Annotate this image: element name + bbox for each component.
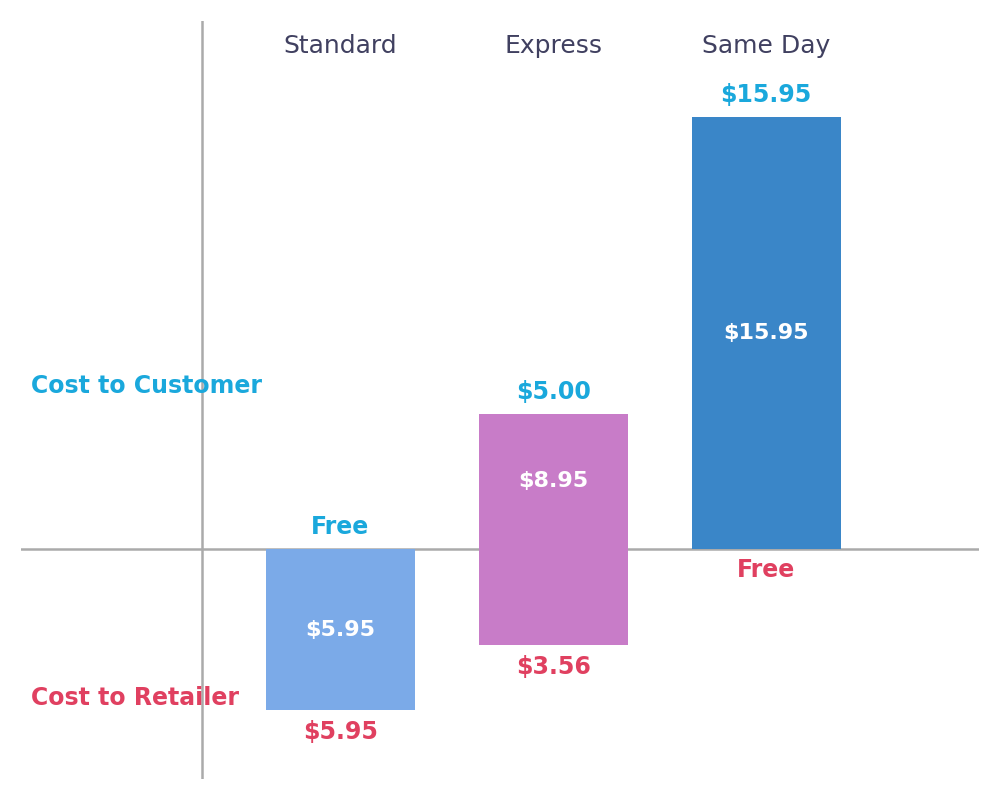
Text: $15.95: $15.95: [721, 83, 812, 107]
Bar: [692, 117, 841, 549]
Text: $15.95: $15.95: [723, 323, 809, 343]
Bar: [266, 549, 415, 710]
Text: Cost to Retailer: Cost to Retailer: [31, 686, 239, 710]
Text: $3.56: $3.56: [516, 655, 591, 679]
Text: $5.00: $5.00: [516, 380, 591, 404]
Bar: [479, 549, 628, 646]
Text: $5.95: $5.95: [303, 719, 378, 743]
Text: $5.95: $5.95: [305, 619, 375, 639]
Text: Standard: Standard: [283, 34, 397, 58]
Text: Free: Free: [311, 515, 369, 539]
Text: Express: Express: [504, 34, 602, 58]
Bar: [479, 414, 628, 549]
Text: Same Day: Same Day: [702, 34, 830, 58]
Text: $8.95: $8.95: [518, 471, 588, 491]
Text: Cost to Customer: Cost to Customer: [31, 374, 262, 398]
Text: Free: Free: [737, 558, 795, 582]
